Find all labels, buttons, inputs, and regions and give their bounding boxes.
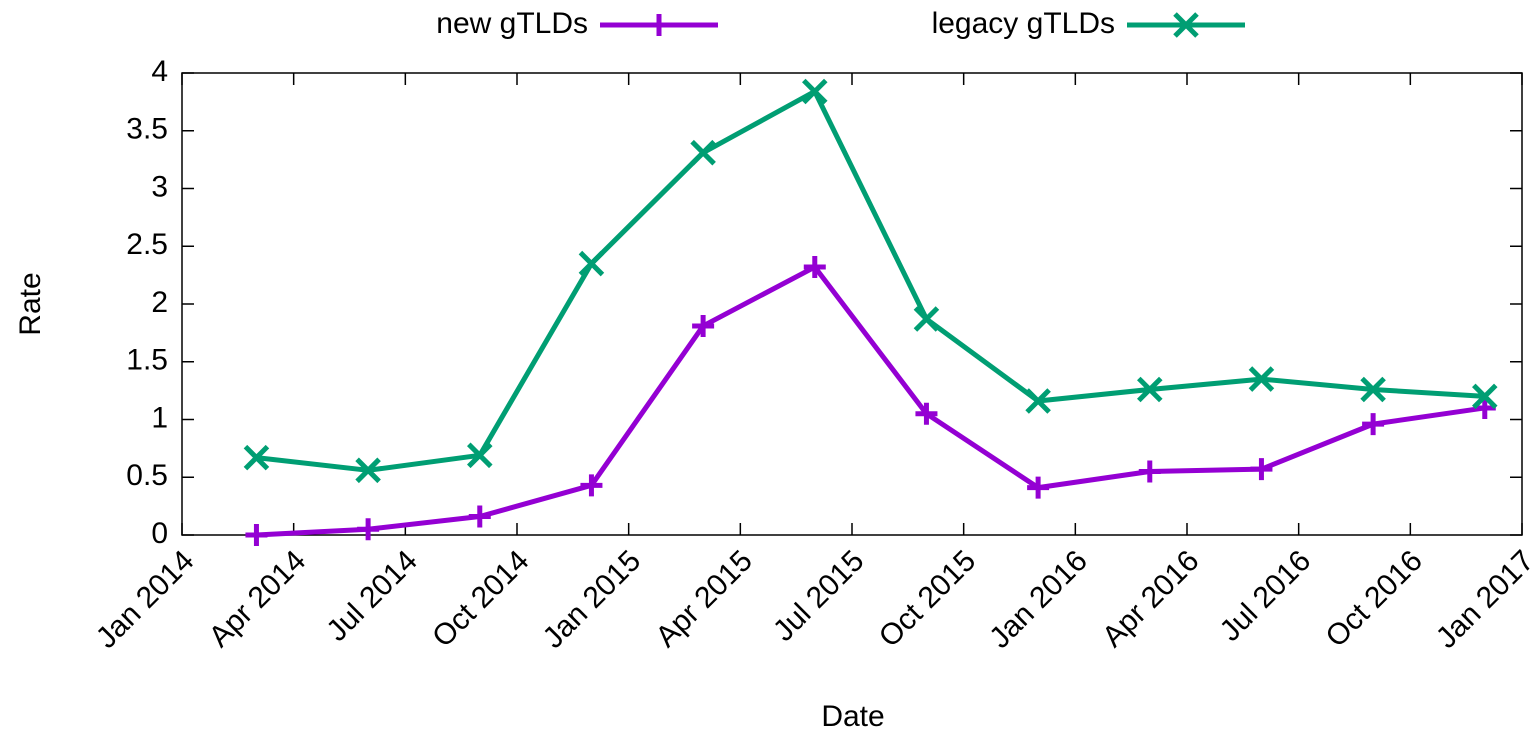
data-point xyxy=(243,444,270,471)
data-point xyxy=(1362,413,1385,436)
y-tick-label: 4 xyxy=(151,55,168,88)
legend-marker xyxy=(648,14,670,36)
data-point xyxy=(913,306,940,332)
data-point xyxy=(1250,458,1273,481)
x-tick-label: Apr 2015 xyxy=(649,544,758,653)
x-tick-label: Jan 2015 xyxy=(537,544,648,655)
data-point xyxy=(1472,383,1498,410)
data-point xyxy=(467,442,493,469)
data-point xyxy=(357,518,380,541)
data-point xyxy=(245,524,268,546)
legend-marker xyxy=(1173,12,1199,38)
x-axis-label: Date xyxy=(821,700,884,733)
data-point xyxy=(1473,396,1496,419)
x-tick-label: Jan 2017 xyxy=(1430,544,1534,655)
data-point xyxy=(468,505,491,528)
y-tick-label: 0.5 xyxy=(126,459,168,492)
x-tick-label: Jul 2016 xyxy=(1214,544,1318,648)
data-point xyxy=(690,139,716,166)
data-point xyxy=(1360,376,1386,403)
x-tick-label: Jul 2014 xyxy=(320,544,424,648)
data-point xyxy=(580,474,603,497)
x-tick-label: Apr 2014 xyxy=(203,544,312,653)
data-point xyxy=(1248,366,1275,392)
y-tick-label: 2 xyxy=(151,286,168,319)
y-tick-label: 3.5 xyxy=(126,113,168,146)
y-tick-label: 3 xyxy=(151,170,168,203)
series-line xyxy=(256,88,1485,473)
data-point xyxy=(1138,460,1161,483)
legend-label: new gTLDs xyxy=(436,7,588,40)
data-point xyxy=(915,402,938,425)
x-tick-label: Jan 2016 xyxy=(983,544,1094,655)
plot-frame xyxy=(181,72,1523,536)
y-tick-label: 1.5 xyxy=(126,344,168,377)
data-point xyxy=(803,256,826,279)
y-tick-label: 0 xyxy=(151,517,168,550)
x-tick-label: Oct 2016 xyxy=(1319,544,1428,653)
x-tick-label: Jul 2015 xyxy=(767,544,871,648)
data-point xyxy=(1027,476,1050,499)
y-tick-label: 2.5 xyxy=(126,228,168,261)
y-tick-label: 1 xyxy=(151,401,168,434)
data-point xyxy=(1025,388,1051,414)
x-tick-label: Oct 2014 xyxy=(426,544,535,653)
y-axis-label: Rate xyxy=(14,272,47,335)
x-tick-label: Apr 2016 xyxy=(1096,544,1205,653)
data-point xyxy=(355,457,381,484)
x-tick-label: Oct 2015 xyxy=(873,544,982,653)
data-point xyxy=(578,250,605,277)
x-tick-label: Jan 2014 xyxy=(90,544,201,655)
data-point xyxy=(802,78,828,105)
data-point xyxy=(1137,376,1163,403)
series-line xyxy=(256,264,1486,538)
data-point xyxy=(692,314,715,337)
legend-label: legacy gTLDs xyxy=(932,7,1115,40)
